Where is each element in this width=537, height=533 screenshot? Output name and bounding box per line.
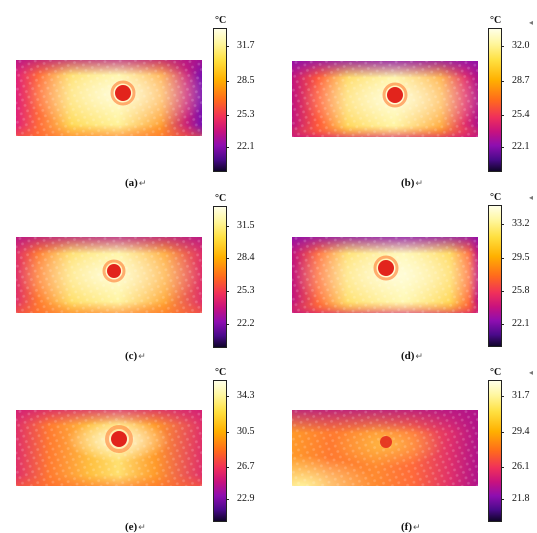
- tick-e-3: 26.7: [237, 461, 255, 472]
- tick-e-4: 22.9: [237, 493, 255, 504]
- tick-b-3: 25.4: [512, 109, 530, 120]
- caption-e: (e)↵: [125, 521, 146, 533]
- edge-marker-bottom: ◂: [529, 368, 534, 377]
- tick-b-4: 22.1: [512, 141, 530, 152]
- tick-a-1: 31.7: [237, 40, 255, 51]
- tick-f-4: 21.8: [512, 493, 530, 504]
- thermal-image-d: [292, 237, 478, 313]
- tick-c-4: 22.2: [237, 318, 255, 329]
- tick-c-1: 31.5: [237, 220, 255, 231]
- unit-label-f: °C: [490, 367, 502, 378]
- tick-e-2: 30.5: [237, 426, 255, 437]
- thermal-image-b: [292, 61, 478, 137]
- caption-a: (a)↵: [125, 177, 147, 189]
- caption-f: (f)↵: [401, 521, 421, 533]
- unit-label-d: °C: [490, 192, 502, 203]
- caption-b: (b)↵: [401, 177, 423, 189]
- edge-marker-top: ◂: [529, 18, 534, 27]
- unit-label-c: °C: [215, 193, 227, 204]
- tick-a-2: 28.5: [237, 75, 255, 86]
- tick-a-3: 25.3: [237, 109, 255, 120]
- tick-f-3: 26.1: [512, 461, 530, 472]
- tick-c-2: 28.4: [237, 252, 255, 263]
- tick-d-1: 33.2: [512, 218, 530, 229]
- tick-d-3: 25.8: [512, 285, 530, 296]
- colorbar-c: [213, 206, 227, 348]
- tick-c-3: 25.3: [237, 285, 255, 296]
- tick-d-4: 22.1: [512, 318, 530, 329]
- caption-c: (c)↵: [125, 350, 146, 362]
- unit-label-b: °C: [490, 15, 502, 26]
- colorbar-e: [213, 380, 227, 522]
- tick-d-2: 29.5: [512, 252, 530, 263]
- unit-label-e: °C: [215, 367, 227, 378]
- thermal-image-c: [16, 237, 202, 313]
- tick-f-1: 31.7: [512, 390, 530, 401]
- colorbar-a: [213, 28, 227, 172]
- tick-b-1: 32.0: [512, 40, 530, 51]
- colorbar-b: [488, 28, 502, 172]
- tick-f-2: 29.4: [512, 426, 530, 437]
- unit-label-a: °C: [215, 15, 227, 26]
- caption-d: (d)↵: [401, 350, 423, 362]
- colorbar-f: [488, 380, 502, 522]
- thermal-image-e: [16, 410, 202, 486]
- tick-e-1: 34.3: [237, 390, 255, 401]
- tick-a-4: 22.1: [237, 141, 255, 152]
- edge-marker-mid: ◂: [529, 193, 534, 202]
- tick-b-2: 28.7: [512, 75, 530, 86]
- colorbar-d: [488, 205, 502, 347]
- thermal-image-a: [16, 60, 202, 136]
- thermal-image-f: [292, 410, 478, 486]
